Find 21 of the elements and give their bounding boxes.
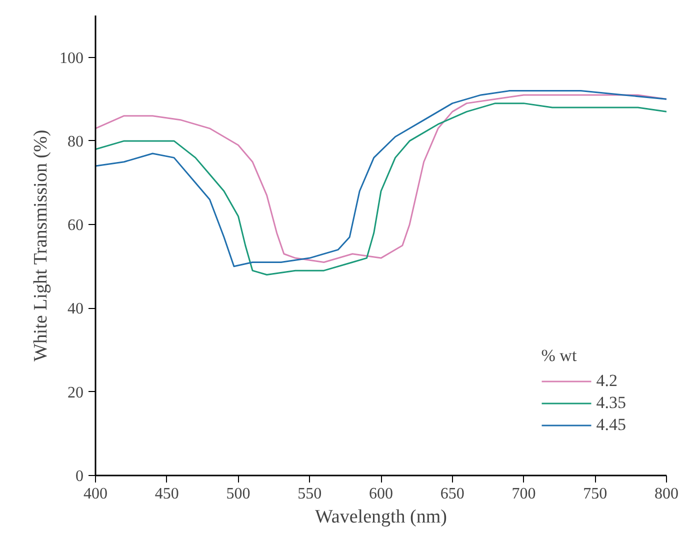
- y-tick-label: 60: [68, 217, 84, 234]
- x-tick-label: 700: [512, 486, 536, 502]
- y-tick-label: 80: [68, 133, 84, 150]
- x-tick-label: 500: [226, 486, 250, 502]
- legend-title: % wt: [541, 346, 578, 366]
- x-tick-label: 550: [298, 486, 322, 502]
- x-tick-label: 650: [440, 486, 464, 502]
- y-tick-label: 40: [68, 300, 84, 318]
- x-tick-label: 800: [654, 486, 678, 502]
- x-tick-label: 750: [583, 486, 608, 502]
- y-axis-title: White Light Transmission (%): [30, 130, 52, 362]
- x-axis-title: Wavelength (nm): [315, 506, 447, 528]
- legend-label: 4.2: [596, 371, 618, 391]
- legend-label: 4.35: [596, 393, 626, 413]
- legend-label: 4.45: [596, 415, 626, 435]
- y-tick-label: 0: [76, 468, 84, 485]
- y-tick-label: 20: [68, 384, 84, 402]
- x-tick-label: 450: [154, 486, 179, 502]
- y-tick-label: 100: [60, 50, 84, 67]
- x-tick-label: 600: [369, 486, 393, 502]
- x-tick-label: 400: [84, 486, 108, 502]
